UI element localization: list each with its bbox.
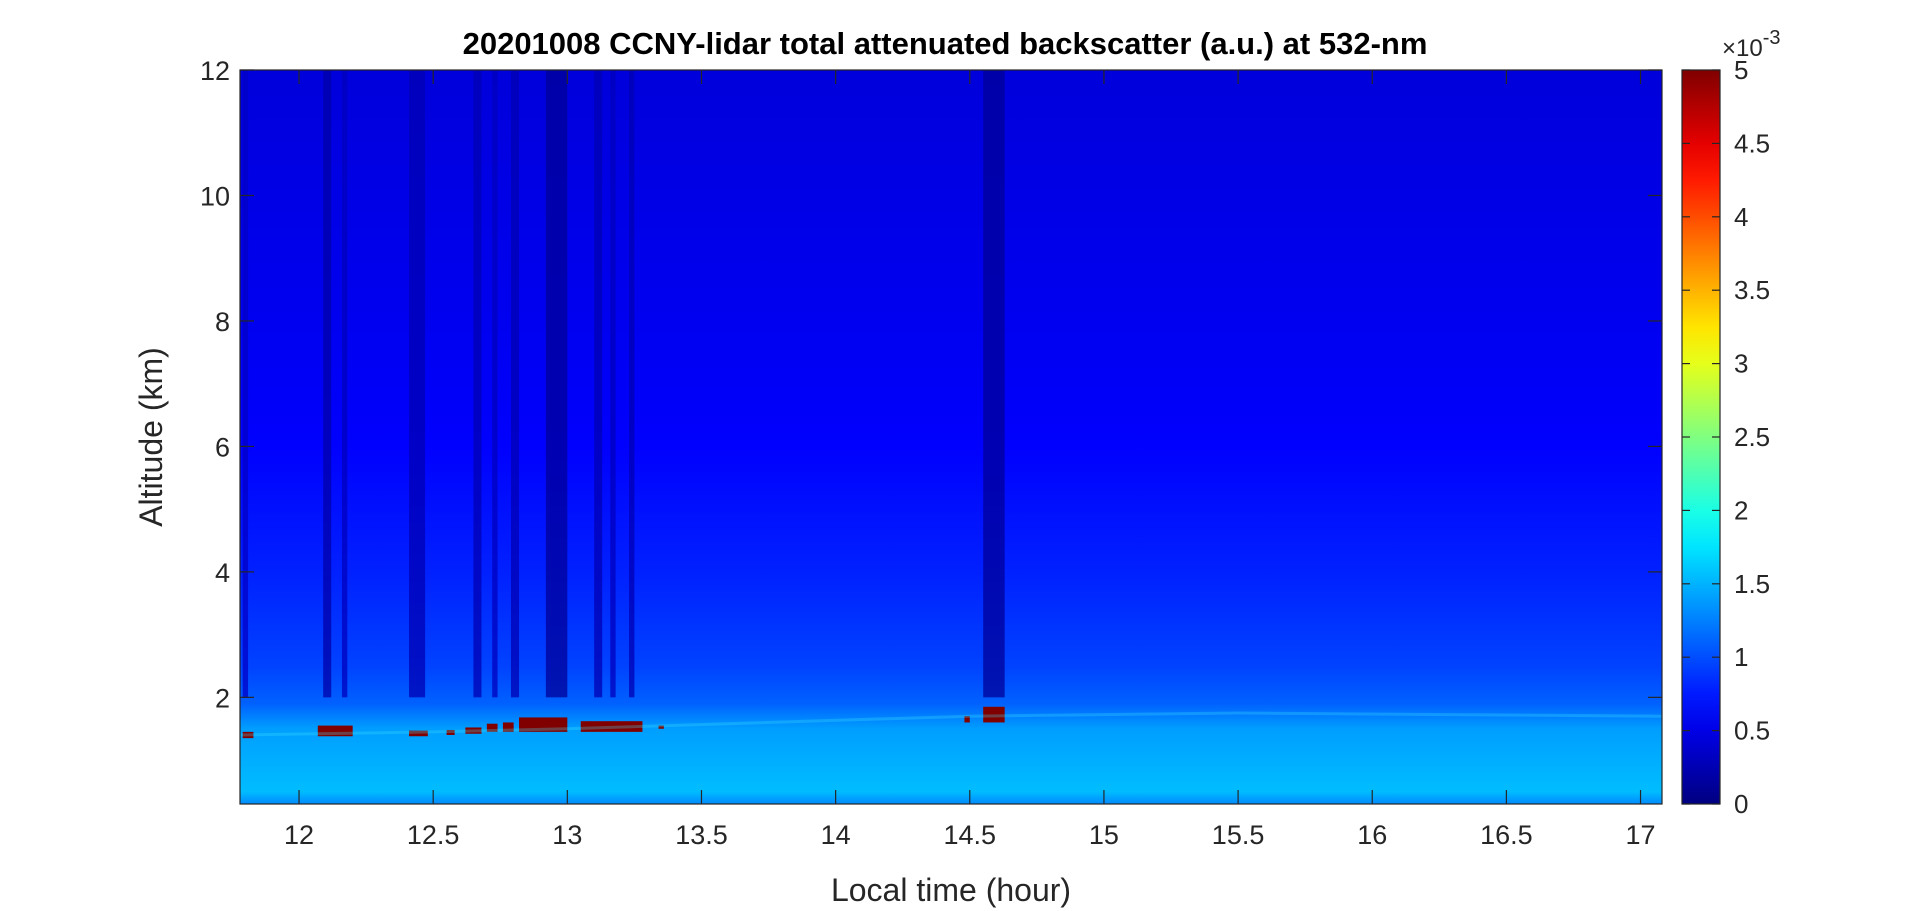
x-axis-ticks: 12 12.5 13 13.5 14 14.5 15 15.5 16 16.5 17	[284, 70, 1656, 850]
dark-columns	[242, 70, 1005, 698]
y-tick-label: 6	[215, 432, 230, 462]
dark-column	[510, 70, 520, 698]
colorbar-tick-label: 2	[1734, 495, 1748, 525]
x-tick-label: 13.5	[675, 820, 728, 850]
x-tick-label: 14	[821, 820, 851, 850]
x-tick-label: 15	[1089, 820, 1119, 850]
dark-column	[629, 70, 635, 698]
colorbar-multiplier-base: ×10	[1722, 35, 1763, 62]
colorbar-tick-label: 2.5	[1734, 422, 1770, 452]
cloud-cells	[242, 706, 1005, 739]
cloud-cell	[465, 727, 482, 734]
colorbar-tick-label: 1	[1734, 642, 1748, 672]
cloud-cell	[486, 723, 498, 732]
plot-frame	[239, 69, 1663, 805]
colorbar-tick-label: 0	[1734, 789, 1748, 819]
x-axis-label: Local time (hour)	[831, 872, 1071, 908]
y-tick-label: 4	[215, 558, 230, 588]
x-tick-label: 16.5	[1480, 820, 1533, 850]
dark-column	[545, 70, 568, 698]
dark-column	[409, 70, 426, 698]
colorbar-tick-label: 3	[1734, 349, 1748, 379]
cloud-cell	[242, 731, 254, 739]
background-backscatter	[240, 70, 1662, 804]
x-tick-label: 17	[1626, 820, 1656, 850]
colorbar-ticks: 0 0.5 1 1.5 2 2.5 3 3.5 4 4.5 5	[1682, 55, 1770, 819]
x-tick-label: 12.5	[407, 820, 460, 850]
y-tick-label: 2	[215, 683, 230, 713]
y-tick-label: 10	[200, 181, 230, 211]
colorbar-multiplier: ×10-3	[1722, 27, 1781, 62]
cloud-cell	[519, 717, 568, 732]
y-axis-ticks: 2 4 6 8 10 12	[200, 56, 1662, 713]
x-tick-label: 15.5	[1212, 820, 1265, 850]
cloud-cell	[658, 725, 664, 729]
dark-column	[473, 70, 482, 698]
dark-column	[594, 70, 603, 698]
cloud-cell	[964, 716, 970, 723]
cloud-cell	[580, 721, 643, 732]
dark-column	[983, 70, 1005, 698]
dark-column	[242, 70, 249, 698]
colorbar-tick-label: 5	[1734, 55, 1748, 85]
x-tick-label: 16	[1357, 820, 1387, 850]
cloud-cell	[502, 722, 514, 732]
dark-column	[492, 70, 498, 698]
cloud-cell	[317, 725, 353, 737]
colorbar-tick-label: 4	[1734, 202, 1748, 232]
cloud-cell	[446, 729, 455, 735]
y-tick-label: 8	[215, 307, 230, 337]
colorbar-tick-label: 4.5	[1734, 128, 1770, 158]
x-tick-label: 13	[552, 820, 582, 850]
chart-title: 20201008 CCNY-lidar total attenuated bac…	[463, 26, 1428, 61]
aerosol-layer-top	[240, 711, 1662, 737]
colorbar-tick-label: 1.5	[1734, 569, 1770, 599]
colorbar-tick-label: 0.5	[1734, 716, 1770, 746]
x-tick-label: 14.5	[943, 820, 996, 850]
plot-area	[240, 70, 1662, 804]
x-tick-label: 12	[284, 820, 314, 850]
y-tick-label: 12	[200, 56, 230, 86]
dark-column	[323, 70, 332, 698]
colorbar-multiplier-exponent: -3	[1763, 27, 1781, 49]
colorbar-tick-label: 3.5	[1734, 275, 1770, 305]
dark-column	[610, 70, 616, 698]
cloud-cell	[983, 706, 1005, 723]
dark-column	[341, 70, 348, 698]
cloud-cell	[409, 730, 428, 737]
y-axis-label: Altitude (km)	[133, 347, 169, 527]
